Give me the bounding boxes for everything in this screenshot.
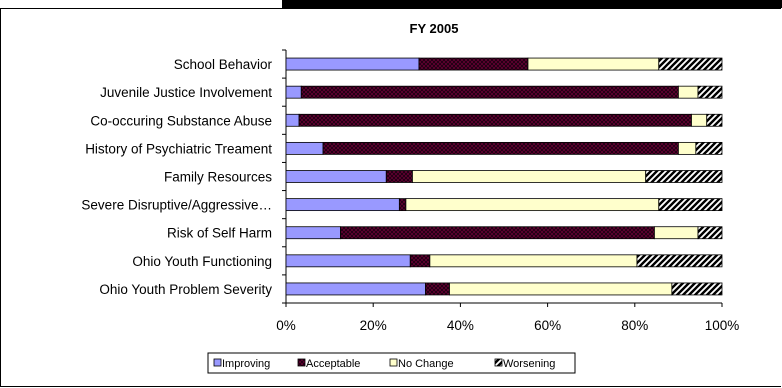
category-label: Ohio Youth Problem Severity: [99, 282, 272, 297]
x-tick-label: 0%: [276, 318, 296, 333]
bar-segment-improving: [285, 85, 302, 99]
category-label: Co-occuring Substance Abuse: [90, 113, 272, 128]
bar-segment-worsening: [697, 226, 723, 240]
bar-segment-worsening: [695, 141, 723, 155]
bar-segment-worsening: [671, 282, 723, 296]
bar-segment-improving: [285, 141, 324, 155]
legend-swatch: [389, 358, 398, 367]
bar-segment-acceptable: [340, 226, 655, 240]
bar-segment-worsening: [645, 170, 723, 183]
x-tick-label: 40%: [447, 318, 474, 333]
bar-segment-worsening: [658, 198, 723, 212]
bar-segment-acceptable: [409, 254, 431, 268]
bar-segment-acceptable: [398, 198, 407, 212]
bar-segment-acceptable: [425, 282, 450, 296]
bar-segment-acceptable: [418, 57, 529, 71]
plot-area: [282, 49, 723, 304]
category-label: Family Resources: [164, 170, 272, 185]
bar-segment-improving: [285, 113, 300, 127]
bar-segment-no-change: [654, 226, 699, 240]
bar-segment-improving: [285, 254, 411, 268]
chart-title: FY 2005: [410, 21, 459, 36]
legend-label: No Change: [398, 358, 454, 370]
category-label: Risk of Self Harm: [167, 226, 272, 241]
bar-segment-acceptable: [300, 85, 679, 99]
x-axis-ticks: 0% 20% 40% 60% 80% 100%: [276, 303, 739, 333]
x-tick-label: 60%: [534, 318, 561, 333]
bar-segment-acceptable: [322, 141, 679, 155]
bar-segment-no-change: [678, 85, 699, 99]
x-tick-label: 80%: [621, 318, 648, 333]
bar-segment-worsening: [658, 57, 723, 71]
bar-segment-no-change: [691, 113, 708, 127]
bar-segment-improving: [285, 57, 420, 71]
bar-segment-improving: [285, 198, 400, 212]
bar-segment-acceptable: [385, 170, 413, 183]
bar-segment-improving: [285, 226, 341, 240]
bar-segment-improving: [285, 282, 426, 296]
legend-swatch: [494, 358, 503, 367]
legend-label: Improving: [222, 358, 270, 370]
legend-swatch: [213, 358, 222, 367]
bar-segment-no-change: [405, 198, 660, 212]
bar-segment-no-change: [412, 170, 647, 183]
bar-segment-worsening: [706, 113, 723, 127]
category-labels: School Behavior Juvenile Justice Involvem…: [81, 57, 272, 297]
bar-segment-no-change: [429, 254, 638, 268]
bar-segment-worsening: [636, 254, 723, 268]
legend-label: Acceptable: [306, 358, 360, 370]
bar-segment-improving: [285, 170, 387, 183]
category-label: School Behavior: [174, 57, 273, 72]
bar-segment-acceptable: [298, 113, 692, 127]
legend: Improving Acceptable No Change Worsening: [207, 352, 576, 374]
x-tick-label: 100%: [705, 318, 740, 333]
category-label: History of Psychiatric Treament: [85, 141, 272, 156]
bar-segment-no-change: [449, 282, 673, 296]
legend-swatch: [297, 358, 306, 367]
category-label: Juvenile Justice Involvement: [100, 85, 272, 100]
x-tick-label: 20%: [360, 318, 387, 333]
bar-segment-no-change: [678, 141, 697, 155]
bar-segment-worsening: [697, 85, 723, 99]
legend-label: Worsening: [503, 358, 555, 370]
category-label: Ohio Youth Functioning: [132, 254, 272, 269]
bar-segment-no-change: [527, 57, 660, 71]
chart-frame: [0, 8, 781, 387]
top-black-bar: [282, 0, 782, 8]
category-label: Severe Disruptive/Aggressive…: [81, 198, 272, 213]
